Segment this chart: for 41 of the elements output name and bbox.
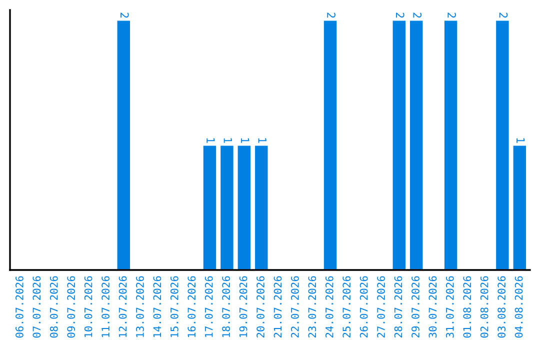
x-tick-label: 29.07.2026 [412,276,420,338]
data-label: 2 [499,12,508,18]
x-tick-label: 15.07.2026 [170,276,178,338]
x-tick-label: 25.07.2026 [342,276,351,338]
x-tick-label: 30.07.2026 [428,276,437,338]
x-tick-label: 16.07.2026 [188,276,196,338]
x-tick-label: 12.07.2026 [118,276,127,338]
data-label: 1 [241,138,250,143]
x-tick-label: 27.07.2026 [377,276,385,338]
x-tick-label: 07.07.2026 [32,276,41,338]
x-tick-label: 23.07.2026 [308,276,316,338]
x-tick-label: 08.07.2026 [50,276,58,338]
data-label: 2 [413,12,422,18]
data-label: 2 [327,12,336,18]
x-tick-label: 02.08.2026 [480,276,488,338]
x-tick-label: 22.07.2026 [291,276,299,338]
x-tick-label: 17.07.2026 [204,276,213,338]
x-tick-label: 09.07.2026 [67,276,76,338]
x-tick-label: 06.07.2026 [16,276,24,338]
x-tick-label: 03.08.2026 [498,276,506,338]
data-label: 1 [516,138,525,143]
x-tick-label: 19.07.2026 [239,276,248,338]
x-tick-label: 13.07.2026 [136,276,144,338]
x-tick-label: 18.07.2026 [222,276,230,338]
data-label: 2 [448,12,456,18]
x-tick-label: 10.07.2026 [84,276,92,338]
data-label: 1 [224,138,232,143]
x-tick-label: 26.07.2026 [360,276,368,338]
x-tick-label: 28.07.2026 [394,276,402,338]
x-tick-label: 11.07.2026 [102,276,110,338]
x-tick-label: 31.07.2026 [446,276,454,338]
x-tick-label: 14.07.2026 [153,276,162,338]
data-label: 1 [206,138,215,143]
data-label: 1 [258,138,266,143]
data-label: 2 [120,12,129,18]
x-tick-label: 21.07.2026 [274,276,282,338]
x-tick-label: 01.08.2026 [463,276,472,338]
data-label: 2 [396,12,404,18]
x-tick-label: 20.07.2026 [256,276,264,338]
x-tick-label: 24.07.2026 [325,276,334,338]
x-tick-label: 04.08.2026 [514,276,523,338]
